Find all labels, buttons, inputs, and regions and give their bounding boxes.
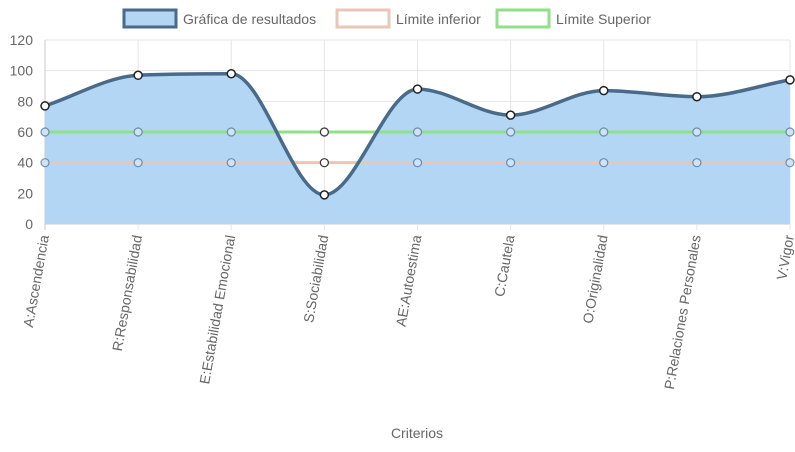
results-point bbox=[40, 101, 50, 111]
upper-limit-point bbox=[319, 127, 329, 137]
legend-label: Límite inferior bbox=[396, 11, 481, 27]
x-tick-label: S:Sociabilidad bbox=[300, 234, 331, 324]
upper-limit-point bbox=[692, 127, 702, 137]
legend-swatch-lower bbox=[335, 8, 391, 29]
lower-limit-point bbox=[412, 158, 423, 168]
series-layer bbox=[40, 68, 795, 224]
results-point bbox=[505, 110, 516, 120]
x-tick-label: O:Originalidad bbox=[579, 234, 610, 325]
upper-limit-point bbox=[599, 127, 609, 137]
results-point bbox=[133, 70, 143, 81]
results-point bbox=[412, 84, 423, 94]
x-axis: A:Ascendencia R:Responsabilidad E:Estabili… bbox=[20, 233, 795, 390]
results-line bbox=[44, 71, 791, 197]
lower-limit-point bbox=[133, 158, 143, 168]
x-tick-label: P:Relaciones Personales bbox=[661, 234, 704, 391]
y-axis: 0 20 40 60 80 100 120 bbox=[10, 32, 34, 232]
upper-limit-point bbox=[412, 127, 423, 137]
x-tick-label: R:Responsabilidad bbox=[109, 234, 145, 353]
y-tick-label: 40 bbox=[17, 155, 33, 171]
lower-limit-point bbox=[40, 158, 50, 168]
legend-swatch-results bbox=[122, 8, 178, 29]
results-point bbox=[319, 190, 330, 200]
results-point bbox=[692, 91, 702, 102]
lower-limit-point bbox=[226, 158, 236, 168]
upper-limit-point bbox=[226, 127, 236, 137]
lower-limit-point bbox=[506, 158, 516, 168]
legend-label: Límite Superior bbox=[556, 11, 651, 27]
upper-limit-point bbox=[506, 127, 516, 137]
upper-limit-point bbox=[133, 127, 143, 137]
y-tick-label: 20 bbox=[17, 185, 33, 201]
x-tick-label: E:Estabilidad Emocional bbox=[196, 234, 238, 385]
results-point bbox=[226, 68, 236, 79]
lower-limit-point bbox=[785, 158, 795, 168]
legend-swatch-upper bbox=[495, 8, 551, 29]
legend-label: Gráfica de resultados bbox=[183, 11, 316, 27]
y-tick-label: 100 bbox=[10, 63, 34, 79]
y-tick-label: 120 bbox=[10, 32, 34, 48]
y-tick-label: 0 bbox=[25, 216, 33, 232]
x-tick-label: AE:Autoestima bbox=[393, 234, 425, 328]
y-tick-label: 60 bbox=[17, 124, 33, 140]
x-tick-label: V:Vigor bbox=[773, 233, 795, 281]
upper-limit-point bbox=[40, 127, 50, 137]
results-point bbox=[599, 85, 609, 96]
x-axis-title: Criterios bbox=[391, 425, 443, 441]
x-tick-label: A:Ascendencia bbox=[20, 234, 52, 329]
lower-limit-point bbox=[692, 158, 702, 168]
lower-limit-point bbox=[319, 158, 329, 168]
upper-limit-point bbox=[785, 127, 795, 137]
y-tick-label: 80 bbox=[17, 93, 33, 109]
legend: Gráfica de resultados Límite inferior Lími… bbox=[122, 8, 651, 29]
lower-limit-point bbox=[599, 158, 609, 168]
results-point bbox=[785, 75, 795, 85]
x-tick-label: C:Cautela bbox=[491, 234, 518, 298]
results-area-fill bbox=[45, 73, 790, 224]
